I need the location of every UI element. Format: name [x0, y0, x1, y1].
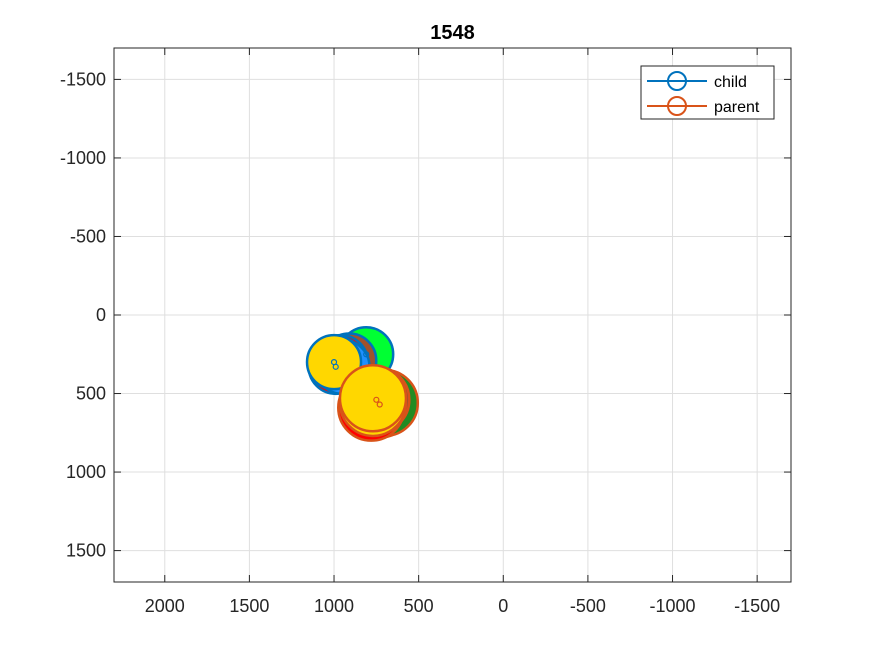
x-tick-label: 0	[498, 596, 508, 616]
y-tick-label: 1000	[66, 462, 106, 482]
legend-box	[640, 65, 775, 120]
x-tick-label: -1000	[650, 596, 696, 616]
x-tick-label: 500	[404, 596, 434, 616]
y-tick-label: -500	[70, 226, 106, 246]
legend-label-parent: parent	[714, 99, 760, 116]
y-tick-label: 500	[76, 384, 106, 404]
child-center-marker	[330, 359, 338, 366]
chart-title: 1548	[430, 22, 475, 44]
x-tick-label: -1500	[734, 596, 780, 616]
parent-center-marker	[376, 401, 383, 408]
x-tick-label: 2000	[145, 596, 185, 616]
legend-marker-parent	[667, 96, 687, 116]
y-tick-label: -1500	[60, 69, 106, 89]
parent-center-marker	[373, 396, 380, 403]
x-tick-label: 1500	[229, 596, 269, 616]
legend-marker-child	[667, 71, 687, 91]
y-tick-label: -1000	[60, 148, 106, 168]
legend-label-child: child	[714, 74, 747, 91]
y-tick-label: 1500	[66, 541, 106, 561]
parent-point	[338, 363, 408, 433]
x-tick-label: -500	[570, 596, 606, 616]
y-tick-label: 0	[96, 305, 106, 325]
x-tick-label: 1000	[314, 596, 354, 616]
child-center-marker	[363, 351, 370, 358]
